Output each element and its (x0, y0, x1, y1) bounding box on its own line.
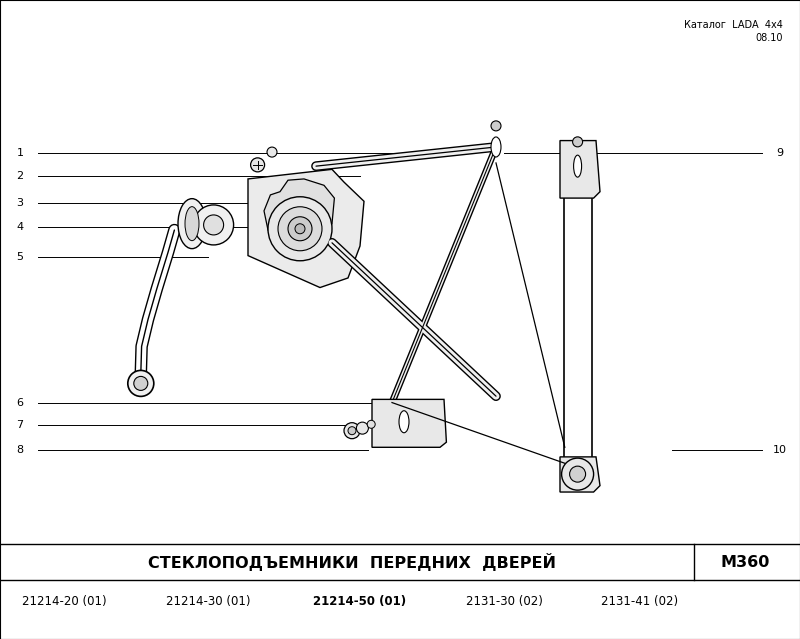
Circle shape (278, 207, 322, 250)
Ellipse shape (491, 137, 501, 157)
Text: 2: 2 (17, 171, 23, 181)
Polygon shape (560, 141, 600, 198)
Circle shape (562, 458, 594, 490)
Circle shape (267, 147, 277, 157)
Polygon shape (560, 457, 600, 492)
Ellipse shape (574, 155, 582, 177)
Circle shape (288, 217, 312, 241)
Circle shape (134, 376, 148, 390)
Circle shape (573, 137, 582, 147)
Polygon shape (248, 169, 364, 288)
Circle shape (268, 197, 332, 261)
Polygon shape (372, 399, 446, 447)
Text: 21214-50 (01): 21214-50 (01) (314, 596, 406, 608)
Text: 8: 8 (17, 445, 23, 456)
Polygon shape (264, 179, 334, 250)
Text: СТЕКЛОПОДЪЕМНИКИ  ПЕРЕДНИХ  ДВЕРЕЙ: СТЕКЛОПОДЪЕМНИКИ ПЕРЕДНИХ ДВЕРЕЙ (148, 553, 556, 571)
Text: 2131-30 (02): 2131-30 (02) (466, 596, 542, 608)
Text: 5: 5 (17, 252, 23, 262)
Ellipse shape (178, 199, 206, 249)
Circle shape (344, 422, 360, 439)
Text: 21214-20 (01): 21214-20 (01) (22, 596, 106, 608)
Circle shape (570, 466, 586, 482)
Text: 4: 4 (17, 222, 23, 232)
Text: 2131-41 (02): 2131-41 (02) (602, 596, 678, 608)
Ellipse shape (399, 411, 409, 433)
Text: Каталог  LADA  4x4: Каталог LADA 4x4 (684, 20, 783, 31)
Circle shape (348, 427, 356, 435)
Circle shape (367, 420, 375, 428)
Text: 08.10: 08.10 (756, 33, 783, 43)
Circle shape (250, 158, 265, 172)
Text: 3: 3 (17, 197, 23, 208)
Circle shape (128, 371, 154, 396)
Text: 6: 6 (17, 397, 23, 408)
Circle shape (357, 422, 369, 434)
Circle shape (194, 205, 234, 245)
Text: 7: 7 (17, 420, 23, 430)
Circle shape (204, 215, 224, 235)
Text: 10: 10 (773, 445, 787, 456)
Ellipse shape (185, 206, 199, 241)
Text: 21214-30 (01): 21214-30 (01) (166, 596, 250, 608)
Text: 9: 9 (777, 148, 783, 158)
Circle shape (491, 121, 501, 131)
Text: 1: 1 (17, 148, 23, 158)
Circle shape (295, 224, 305, 234)
Text: М360: М360 (721, 555, 770, 570)
